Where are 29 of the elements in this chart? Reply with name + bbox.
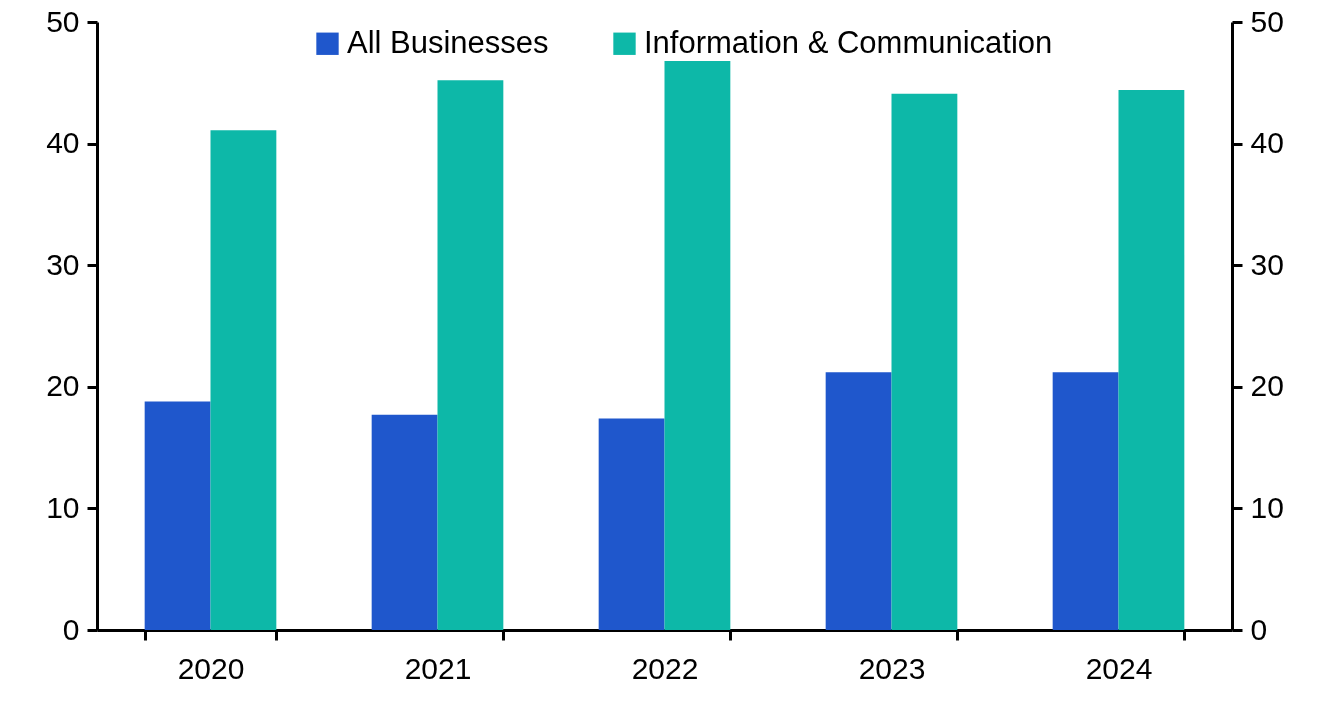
- legend-label: All Businesses: [347, 24, 549, 60]
- bar: [437, 80, 504, 630]
- bar: [598, 418, 665, 630]
- x-tick-label: 2020: [177, 651, 245, 685]
- x-tick-label: 2024: [1085, 651, 1153, 685]
- y-tick-label: 20: [46, 369, 80, 403]
- legend-label: Information & Communication: [644, 24, 1053, 60]
- y2-tick-label: 20: [1250, 369, 1284, 403]
- bar: [144, 401, 211, 630]
- x-tick-label: 2021: [404, 651, 472, 685]
- y-tick-label: 40: [46, 126, 80, 160]
- y-tick-label: 10: [46, 490, 80, 524]
- y2-tick-label: 50: [1250, 4, 1284, 38]
- bar: [825, 372, 892, 630]
- bar: [1118, 90, 1185, 630]
- bar: [1052, 372, 1119, 630]
- y2-tick-label: 30: [1250, 247, 1284, 281]
- y-tick-label: 30: [46, 247, 80, 281]
- bar: [371, 414, 438, 630]
- bar: [664, 60, 731, 630]
- bar: [210, 130, 277, 630]
- bar: [891, 93, 958, 630]
- y-tick-label: 50: [46, 4, 80, 38]
- y-tick-label: 0: [62, 612, 80, 646]
- x-tick-label: 2022: [631, 651, 699, 685]
- y2-tick-label: 0: [1250, 612, 1268, 646]
- y2-tick-label: 40: [1250, 126, 1284, 160]
- y2-tick-label: 10: [1250, 490, 1284, 524]
- x-tick-label: 2023: [858, 651, 926, 685]
